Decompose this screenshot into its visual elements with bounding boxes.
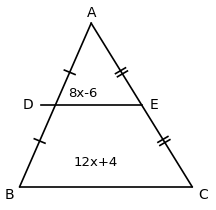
Text: C: C xyxy=(198,188,208,202)
Text: D: D xyxy=(23,98,33,112)
Text: 8x-6: 8x-6 xyxy=(68,87,97,100)
Text: B: B xyxy=(4,188,14,202)
Text: A: A xyxy=(86,6,96,20)
Text: 12x+4: 12x+4 xyxy=(73,156,118,169)
Text: E: E xyxy=(150,98,159,112)
